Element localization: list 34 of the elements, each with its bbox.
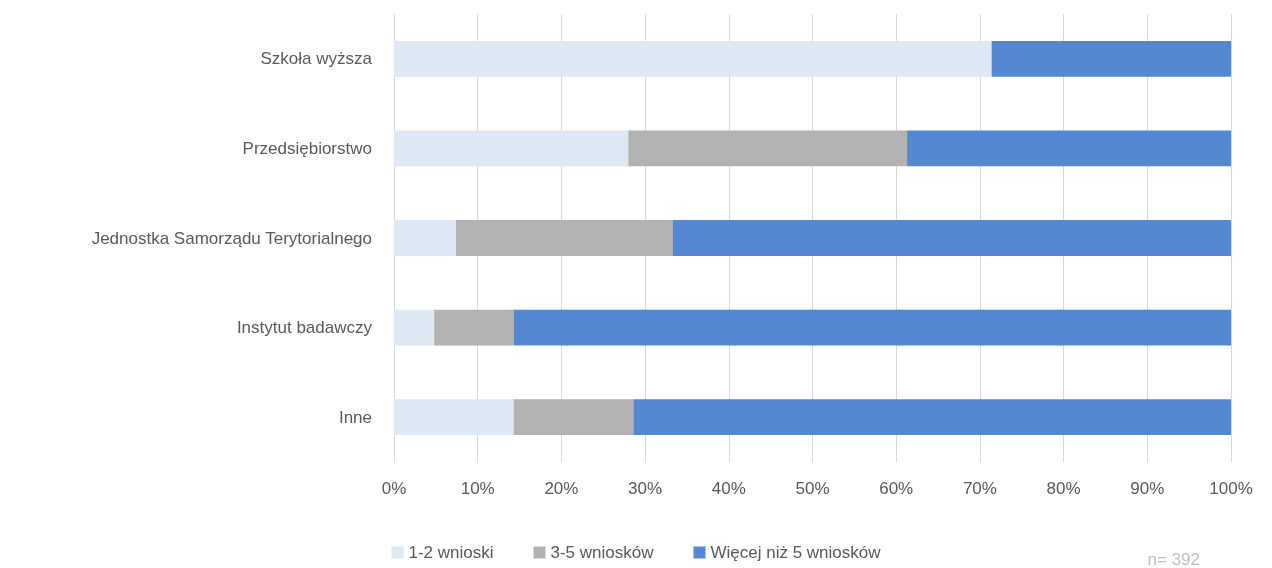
bar bbox=[394, 399, 514, 436]
x-tick-label: 40% bbox=[711, 479, 746, 498]
bar bbox=[394, 220, 456, 256]
text: n= 392 bbox=[1147, 550, 1201, 568]
x-tick-label: 90% bbox=[1130, 479, 1165, 498]
bar bbox=[434, 309, 514, 346]
x-tick-label: 80% bbox=[1046, 479, 1081, 498]
bar bbox=[513, 309, 1231, 346]
bar bbox=[633, 399, 1231, 436]
y-tick-label: Inne bbox=[338, 407, 372, 427]
legend-label: 1-2 wnioski bbox=[408, 543, 494, 562]
x-tick-label: 10% bbox=[460, 479, 495, 498]
y-tick-label: Jednostka Samorządu Terytorialnego bbox=[91, 228, 372, 248]
bar bbox=[394, 130, 629, 167]
x-tick-label: 70% bbox=[962, 479, 997, 498]
legend-label: 3-5 wniosków bbox=[550, 543, 655, 562]
x-tick-label: 20% bbox=[544, 479, 579, 498]
y-tick-label: Instytut badawczy bbox=[236, 318, 373, 338]
bar bbox=[513, 399, 634, 436]
bar bbox=[907, 130, 1231, 167]
x-tick-label: 50% bbox=[795, 479, 830, 498]
x-tick-label: 60% bbox=[879, 479, 914, 498]
y-tick-label: Przedsiębiorstwo bbox=[242, 138, 372, 158]
bar bbox=[991, 40, 1231, 77]
x-tick-label: 30% bbox=[628, 479, 663, 498]
x-tick-label: 0% bbox=[381, 479, 407, 498]
bar bbox=[394, 309, 435, 346]
y-tick-label: Szkoła wyższa bbox=[260, 49, 373, 69]
bar bbox=[672, 220, 1231, 256]
legend-label: Więcej niż 5 wniosków bbox=[710, 543, 882, 562]
bar bbox=[455, 220, 673, 256]
bar bbox=[394, 40, 992, 77]
bar bbox=[628, 130, 908, 167]
x-tick-label: 100% bbox=[1209, 479, 1253, 498]
